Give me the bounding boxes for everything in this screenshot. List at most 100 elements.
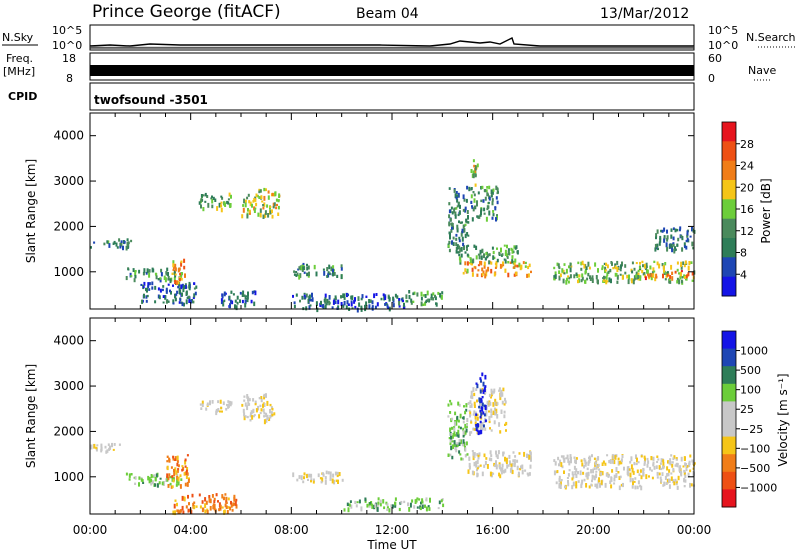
power-colorbar-tick-label: 12 (740, 225, 754, 238)
power-ytick-label: 2000 (53, 219, 84, 233)
power-colorbar-segment (722, 160, 736, 181)
power-patch (140, 281, 198, 307)
power-colorbar-tick-label: 24 (740, 160, 754, 173)
velocity-colorbar-tick-label: 1000 (740, 345, 768, 358)
power-patch (468, 185, 499, 222)
velocity-xtick-label: 00:00 (73, 523, 108, 537)
cpid-label: CPID (8, 90, 37, 103)
velocity-colorbar-tick-label: −100 (740, 442, 770, 455)
power-patch (293, 262, 343, 280)
power-patch (292, 292, 406, 313)
nsearch-label: N.Search (746, 31, 796, 44)
velocity-patch (475, 372, 487, 436)
velocity-colorbar: 1000 500 100 25 −25 −100 −500 −1000 (721, 330, 777, 508)
velocity-colorbar-segment (722, 489, 736, 508)
velocity-colorbar-tick-label: −25 (740, 423, 763, 436)
power-colorbar-segment (722, 180, 736, 200)
nsky-tick-top: 10^5 (52, 24, 82, 37)
velocity-ytick-label: 3000 (53, 379, 84, 393)
power-y-ticks: 4000 3000 2000 1000 (53, 113, 695, 309)
power-patch (90, 238, 133, 251)
velocity-xtick-label: 20:00 (576, 523, 611, 537)
power-panel: 4000 3000 2000 1000 (53, 112, 696, 313)
velocity-colorbar-segment (722, 419, 736, 438)
velocity-colorbar-segment (722, 348, 736, 367)
velocity-xtick-label: 00:00 (677, 523, 712, 537)
nsearch-tick-top: 10^5 (708, 24, 738, 37)
station-title: Prince George (fitACF) (92, 2, 281, 22)
power-colorbar-tick-label: 16 (740, 203, 754, 216)
power-colorbar: 28 24 20 16 12 8 4 (721, 121, 754, 297)
power-ytick-label: 4000 (53, 129, 84, 143)
velocity-patch (166, 454, 190, 489)
power-colorbar-tick-label: 28 (740, 138, 754, 151)
power-colorbar-segment (722, 141, 736, 162)
freq-tick-top: 18 (62, 52, 76, 65)
velocity-colorbar-tick-label: 100 (740, 384, 761, 397)
velocity-xtick-label: 08:00 (274, 523, 309, 537)
date-label: 13/Mar/2012 (600, 6, 689, 22)
freq-label-2: [MHz] (3, 65, 35, 78)
power-ytick-label: 3000 (53, 174, 84, 188)
nsky-label: N.Sky (2, 31, 34, 44)
nsky-tick-bottom: 10^0 (52, 39, 82, 52)
velocity-colorbar-segment (722, 366, 736, 385)
velocity-colorbar-tick-label: 25 (740, 403, 754, 416)
nave-tick-bottom: 0 (708, 72, 715, 85)
velocity-colorbar-segment (722, 401, 736, 420)
velocity-patch (292, 470, 344, 485)
velocity-patch (90, 442, 121, 454)
velocity-xtick-label: 16:00 (475, 523, 510, 537)
power-colorbar-segment (722, 276, 736, 297)
velocity-colorbar-segment (722, 436, 736, 455)
power-colorbar-segment (722, 238, 736, 258)
freq-strip (89, 52, 695, 81)
freq-label-1: Freq. (6, 52, 33, 65)
power-colorbar-tick-label: 20 (740, 181, 754, 194)
freq-trace (90, 65, 694, 76)
power-patch (241, 187, 281, 219)
velocity-x-ticks: 00:00 04:00 08:00 12:00 16:00 20:00 00:00 (73, 523, 712, 537)
velocity-xtick-label: 04:00 (173, 523, 208, 537)
velocity-xlabel: Time UT (366, 538, 417, 552)
beam-label: Beam 04 (356, 6, 419, 22)
power-colorbar-label: Power [dB] (759, 178, 773, 243)
velocity-xtick-label: 12:00 (375, 523, 410, 537)
velocity-patch (343, 497, 445, 513)
power-patch (553, 260, 696, 285)
velocity-colorbar-segment (722, 331, 736, 350)
power-patch (455, 244, 519, 265)
power-colorbar-segment (722, 257, 736, 278)
power-ytick-label: 1000 (53, 265, 84, 279)
nave-tick-top: 60 (708, 52, 722, 65)
velocity-ytick-label: 4000 (53, 334, 84, 348)
velocity-colorbar-tick-label: 500 (740, 364, 761, 377)
velocity-marks (90, 372, 696, 516)
velocity-patch (447, 399, 469, 461)
nsky-trace (89, 37, 694, 47)
power-patch (447, 185, 470, 253)
power-patch (220, 290, 257, 311)
freq-tick-bottom: 8 (66, 72, 73, 85)
velocity-patch (199, 399, 233, 416)
nave-label: Nave (748, 64, 776, 77)
velocity-ytick-label: 2000 (53, 424, 84, 438)
power-patch (171, 258, 186, 286)
power-colorbar-segment (722, 218, 736, 239)
power-patch (470, 159, 479, 187)
velocity-y-ticks: 4000 3000 2000 1000 (53, 318, 695, 514)
velocity-panel: 4000 3000 2000 1000 00:00 04:00 08:00 12:00 16:… (53, 317, 712, 537)
cpid-strip (89, 82, 695, 111)
velocity-colorbar-segment (722, 454, 736, 473)
power-colorbar-tick-label: 4 (740, 268, 747, 281)
power-patch (654, 226, 696, 254)
power-ylabel: Slant Range [km] (24, 159, 38, 263)
power-marks (90, 159, 696, 313)
power-patch (198, 192, 232, 213)
velocity-patch (467, 450, 532, 479)
power-colorbar-tick-label: 8 (740, 247, 747, 260)
velocity-ylabel: Slant Range [km] (24, 364, 38, 468)
velocity-colorbar-label: Velocity [m s⁻¹] (776, 373, 790, 466)
velocity-colorbar-segment (722, 383, 736, 402)
